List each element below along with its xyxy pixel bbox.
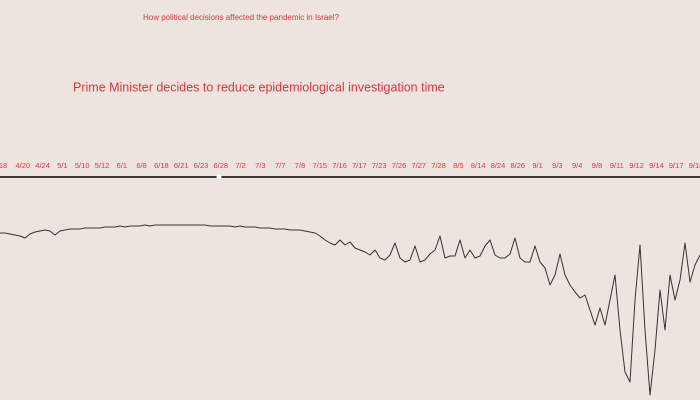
timeline-label: 7/8 (295, 161, 305, 170)
timeline-label: 5/12 (95, 161, 110, 170)
timeline-label: 5/10 (75, 161, 90, 170)
timeline-label: 6/23 (194, 161, 209, 170)
timeline-label: 8/26 (510, 161, 525, 170)
timeline-label: 4/20 (15, 161, 30, 170)
timeline-label: 9/11 (610, 161, 624, 170)
timeline-label: 9/4 (572, 161, 582, 170)
timeline-label: 7/15 (312, 161, 327, 170)
chart-title: How political decisions affected the pan… (143, 13, 340, 22)
timeline-label: 7/2 (235, 161, 245, 170)
timeline-label: 9/1 (532, 161, 542, 170)
timeline-label: 6/21 (174, 161, 189, 170)
data-line (0, 224, 700, 396)
timeline-label: 6/18 (154, 161, 169, 170)
timeline-label: 7/17 (352, 161, 367, 170)
timeline-label: 9/18 (689, 161, 700, 170)
timeline-label: 9/3 (552, 161, 562, 170)
timeline-label: 6/28 (213, 161, 228, 170)
timeline-label: 7/16 (332, 161, 347, 170)
timeline-label: 7/28 (431, 161, 446, 170)
timeline-label: 5/1 (57, 161, 67, 170)
timeline-label: 9/17 (669, 161, 684, 170)
timeline-label: 7/3 (255, 161, 265, 170)
timeline-label: 7/26 (392, 161, 407, 170)
timeline-label: 8/5 (453, 161, 463, 170)
timeline-label: 8/14 (471, 161, 486, 170)
annotation: Prime Minister decides to reduce epidemi… (73, 80, 445, 94)
timeline-label: 7/7 (275, 161, 285, 170)
timeline-label: 9/8 (592, 161, 602, 170)
timeline-label: 18 (0, 161, 7, 170)
timeline-label: 4/24 (35, 161, 50, 170)
timeline-label: 9/12 (629, 161, 644, 170)
timeline-label: 7/27 (411, 161, 426, 170)
timeline-handle[interactable] (216, 174, 222, 180)
timeline-label: 8/24 (491, 161, 506, 170)
timeline-label: 7/23 (372, 161, 387, 170)
timeline-label: 6/1 (117, 161, 127, 170)
timeline-label: 9/14 (649, 161, 664, 170)
timeline-label: 6/8 (136, 161, 146, 170)
